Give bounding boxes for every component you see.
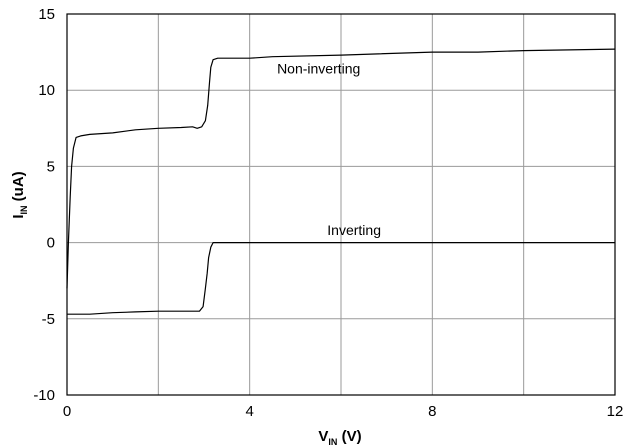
y-tick-label: 0 <box>47 235 55 252</box>
series-line-inverting <box>67 242 615 315</box>
y-axis-title: IIN (uA) <box>10 171 29 218</box>
y-tick-label: 15 <box>38 6 55 23</box>
x-axis-title: VIN (V) <box>318 428 361 446</box>
series-label-0: Non-inverting <box>277 60 360 76</box>
y-tick-label: -5 <box>42 311 55 328</box>
x-tick-label: 4 <box>245 403 253 420</box>
data-series <box>66 48 616 315</box>
series-label-1: Inverting <box>327 222 381 238</box>
x-tick-label: 0 <box>63 403 71 420</box>
x-tick-label: 8 <box>428 403 436 420</box>
series-labels: Non-inverting Inverting <box>277 60 381 238</box>
x-tick-labels: 0 4 8 12 <box>63 403 624 420</box>
y-tick-label: 10 <box>38 82 55 99</box>
y-tick-label: 5 <box>47 158 55 175</box>
x-tick-label: 12 <box>607 403 624 420</box>
series-line-non-inverting <box>66 48 616 289</box>
plot-frame <box>66 13 616 396</box>
y-tick-labels: 15 10 5 0 -5 -10 <box>33 6 55 404</box>
y-tick-label: -10 <box>33 387 55 404</box>
